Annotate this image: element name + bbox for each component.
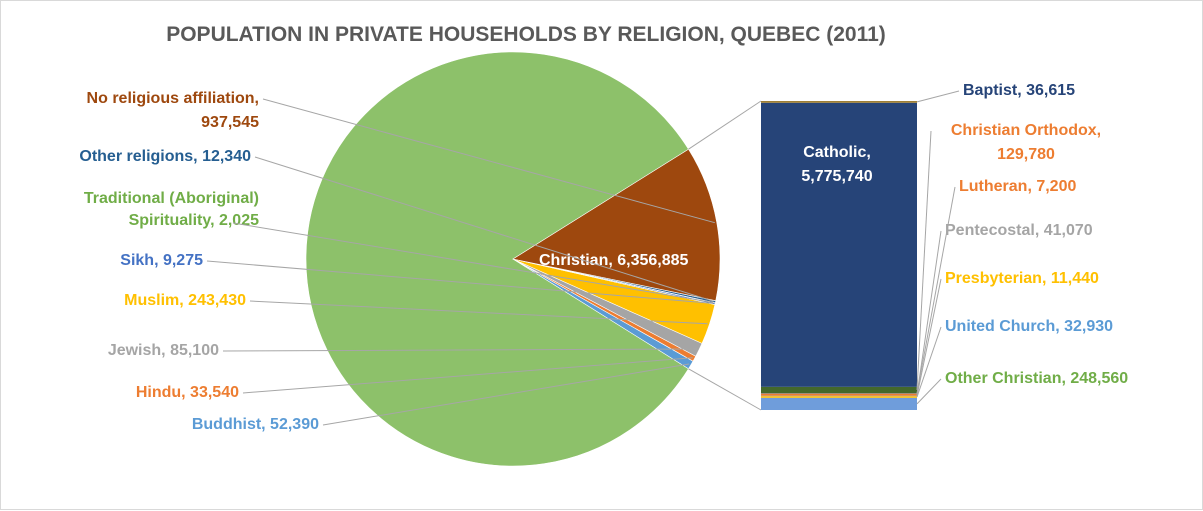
data-label-united-church: United Church, 32,930 [945,318,1113,335]
leader-line [917,379,941,404]
connector-line-top [689,101,762,149]
pie-group [306,52,761,466]
connector-line-bottom [689,369,762,410]
data-label-christian-orthodox: Christian Orthodox,129,780 [951,122,1101,163]
data-label-lutheran: Lutheran, 7,200 [959,178,1076,195]
bar-segment-christian-orthodox [761,387,917,393]
leader-line [917,91,959,102]
chart-title: POPULATION IN PRIVATE HOUSEHOLDS BY RELI… [166,23,886,46]
data-label-traditional-aboriginal-spirituality: Traditional (Aboriginal)Spirituality, 2,… [84,190,259,229]
leader-line [917,131,931,390]
data-label-christian: Christian, 6,356,885 [539,252,689,269]
bar-segment-pentecostal [761,394,917,396]
data-label-hindu: Hindu, 33,540 [136,384,239,401]
data-label-pentecostal: Pentecostal, 41,070 [945,222,1093,239]
bar-segment-united-church [761,396,917,398]
data-label-other-religions: Other religions, 12,340 [79,148,251,165]
bar-segment-presbyterian [761,396,917,397]
data-label-buddhist: Buddhist, 52,390 [192,416,319,433]
data-label-sikh: Sikh, 9,275 [120,252,203,269]
data-label-other-christian: Other Christian, 248,560 [945,370,1128,387]
data-label-muslim: Muslim, 243,430 [124,292,246,309]
data-label-baptist: Baptist, 36,615 [963,82,1075,99]
bar-segment-other-christian [761,398,917,410]
bar-segment-baptist [761,101,917,103]
data-label-no-religious-affiliation: No religious affiliation,937,545 [87,90,260,131]
data-label-presbyterian: Presbyterian, 11,440 [945,270,1099,287]
leader-line [917,231,941,395]
data-label-jewish: Jewish, 85,100 [108,342,219,359]
